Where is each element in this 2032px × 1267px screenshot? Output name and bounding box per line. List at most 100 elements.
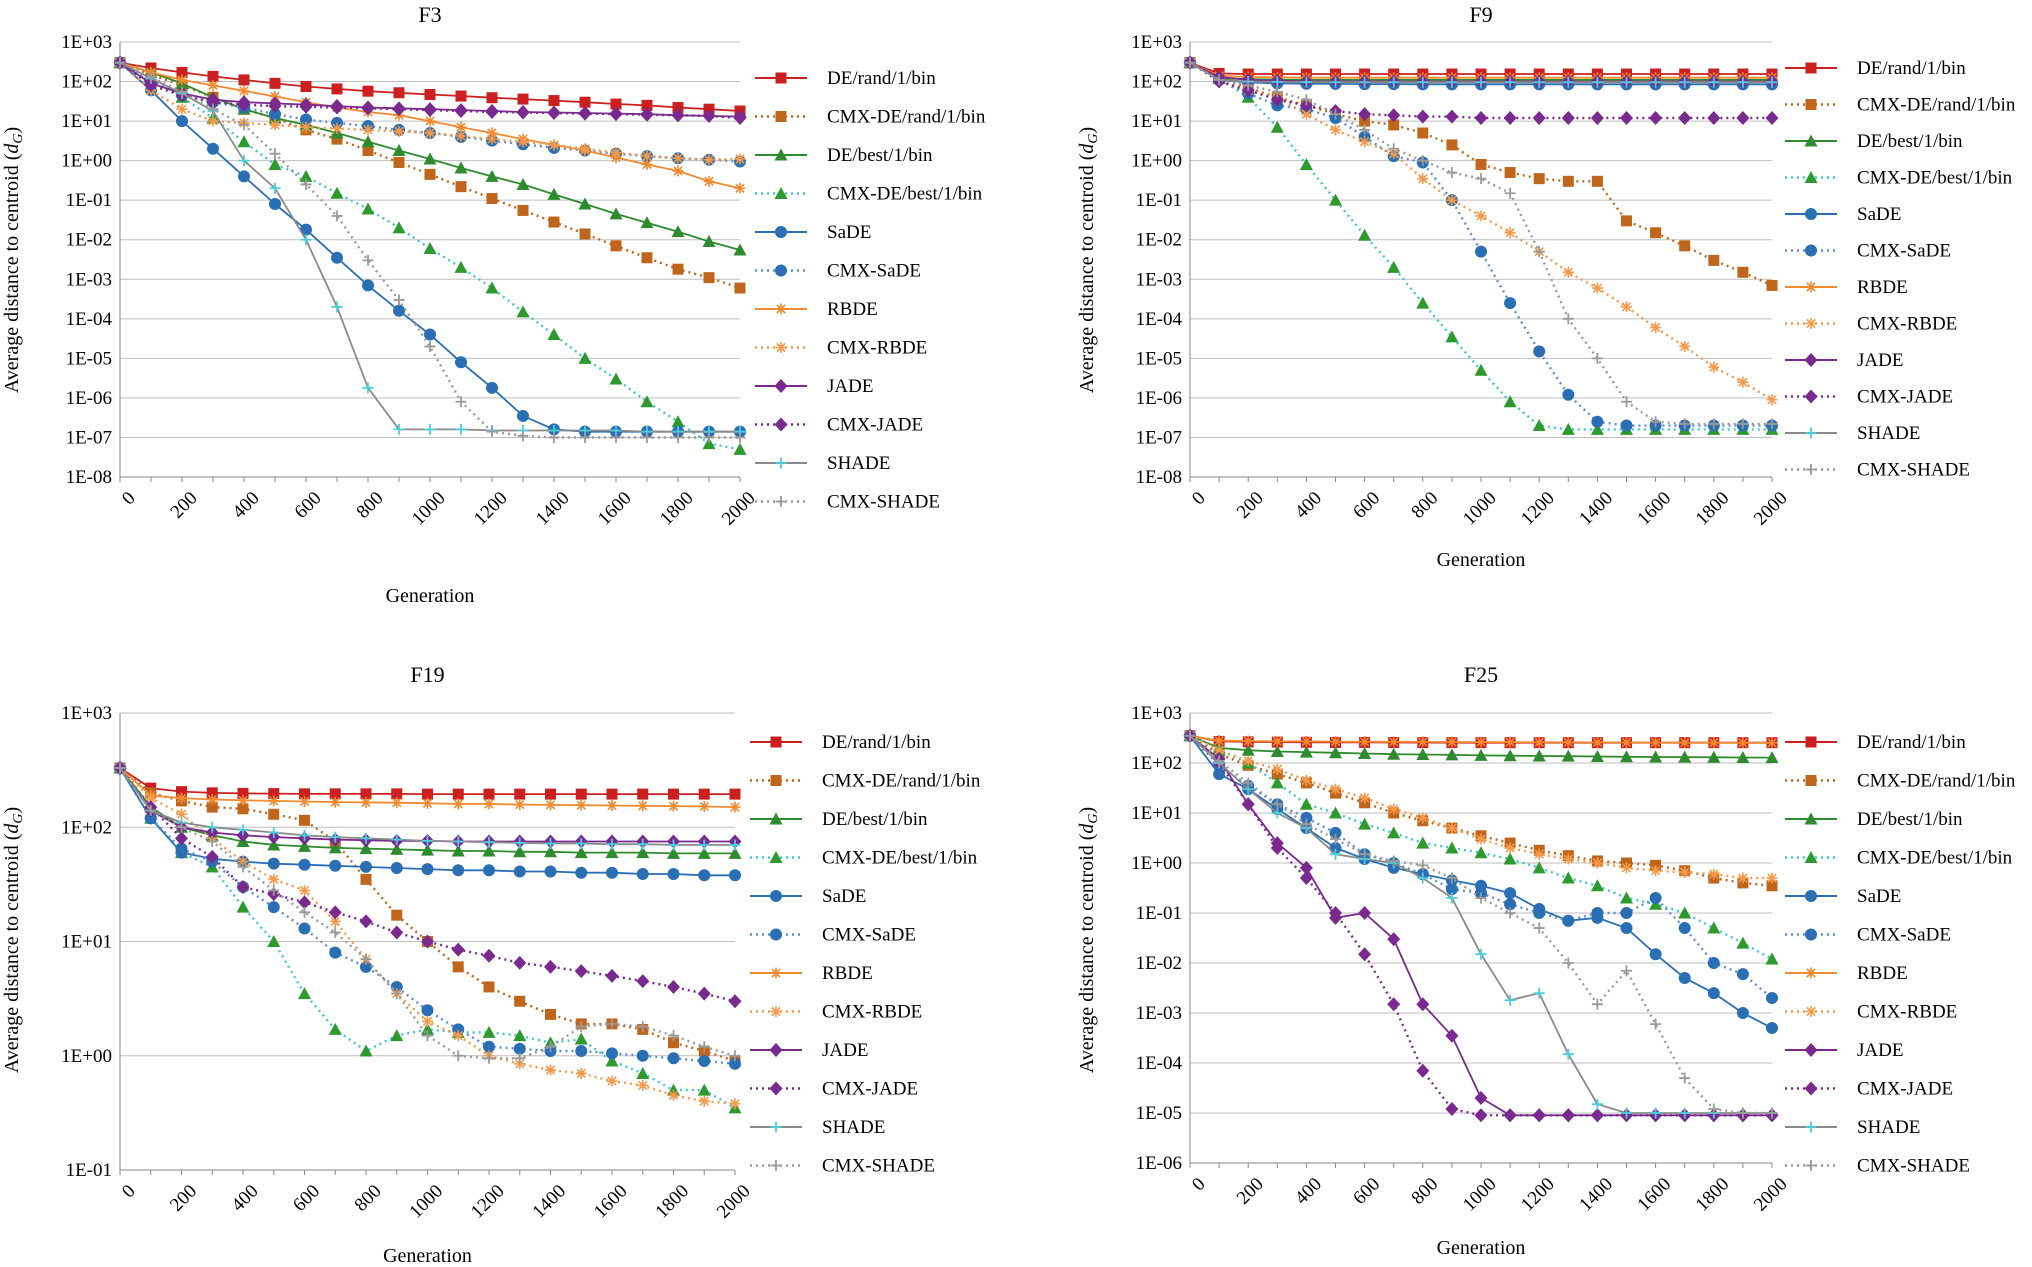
data-point (391, 834, 403, 846)
y-axis-label-text: Average distance to centroid ( (1, 153, 23, 393)
legend-marker (1804, 171, 1818, 183)
data-point (361, 101, 375, 116)
legend-marker (775, 264, 787, 277)
legend-marker (1805, 427, 1817, 439)
legend-label: CMX-DE/rand/1/bin (822, 771, 981, 792)
y-axis-label-close: ) (1, 807, 23, 814)
data-point (545, 1008, 556, 1020)
legend-marker (1805, 244, 1817, 257)
legend-marker (775, 457, 787, 469)
chart-f9: F9 1E-08 1E-07 1E-06 1E-05 1E-04 1E-03 1E-02 1E-… (1076, 2, 2016, 571)
y-tick-label: 1E-04 (1136, 1053, 1183, 1074)
data-point (579, 228, 591, 240)
data-point (1532, 110, 1546, 125)
data-point (606, 800, 618, 812)
data-point (1271, 763, 1283, 775)
data-point (268, 873, 280, 885)
data-point (1533, 907, 1546, 919)
data-point (328, 841, 342, 854)
data-point (606, 1075, 618, 1087)
data-point (452, 1030, 464, 1042)
data-point (298, 922, 311, 935)
data-point (575, 788, 587, 800)
series-cmx-rbde (1184, 57, 1778, 406)
data-point (391, 788, 403, 800)
data-point (1766, 880, 1778, 892)
data-point (360, 788, 372, 800)
y-tick-label: 1E-03 (1136, 1003, 1182, 1024)
data-point (1678, 972, 1691, 985)
legend-item: DE/rand/1/bin (750, 732, 931, 753)
series-de-best-1-bin (1183, 729, 1779, 764)
legend-marker (1804, 851, 1818, 863)
data-point (729, 1098, 741, 1110)
data-point (1329, 193, 1342, 206)
data-point (359, 914, 373, 929)
y-tick-label: 1E+00 (1131, 151, 1182, 172)
x-axis-label: Generation (1437, 1237, 1526, 1259)
legend-label: DE/best/1/bin (1857, 131, 1963, 152)
data-point (393, 294, 405, 306)
data-point (238, 119, 250, 131)
data-point (268, 788, 280, 800)
data-point (640, 216, 654, 229)
data-point (421, 863, 434, 876)
legend-item: CMX-SaDE (1785, 925, 1951, 946)
data-point (1503, 395, 1517, 408)
series-cmx-shade (114, 57, 746, 443)
series-rbde (1184, 730, 1778, 749)
y-tick-label: 1E-03 (66, 269, 112, 290)
data-point (1213, 768, 1226, 781)
data-point (698, 1041, 710, 1053)
data-point (697, 1083, 711, 1096)
data-point (390, 1029, 404, 1042)
data-point (393, 125, 405, 137)
data-point (547, 106, 561, 121)
legend-marker (770, 1160, 782, 1171)
data-point (486, 92, 498, 104)
data-point (331, 133, 343, 145)
data-point (1359, 136, 1371, 148)
data-point (1446, 892, 1458, 904)
x-tick-label: 800 (1407, 488, 1442, 523)
legend-item: RBDE (755, 299, 878, 320)
legend-label: SaDE (827, 222, 871, 243)
data-point (452, 798, 464, 810)
legend-label: CMX-DE/best/1/bin (1857, 168, 2013, 189)
data-point (734, 282, 746, 294)
legend-item: DE/rand/1/bin (755, 68, 936, 89)
data-point (1621, 737, 1632, 749)
data-point (454, 260, 468, 273)
data-point (268, 99, 282, 114)
data-point (1271, 735, 1283, 747)
legend-marker (1804, 1081, 1818, 1096)
y-axis-label-var: d (1, 823, 23, 834)
x-tick-label: 2000 (1750, 488, 1792, 530)
x-tick-label: 1600 (1633, 1174, 1675, 1216)
legend-label: CMX-DE/rand/1/bin (827, 107, 986, 128)
data-point (176, 792, 187, 804)
data-point (145, 792, 157, 804)
data-point (331, 301, 343, 313)
data-point (1591, 415, 1604, 428)
data-point (1475, 76, 1487, 88)
data-point (268, 808, 280, 820)
data-point (1766, 418, 1778, 430)
data-point (1184, 730, 1196, 742)
y-tick-label: 1E-02 (1136, 230, 1182, 251)
y-tick-label: 1E-05 (66, 348, 112, 369)
data-point (1591, 282, 1603, 294)
data-point (672, 165, 684, 177)
x-tick-label: 0 (118, 488, 140, 510)
x-tick-label: 600 (291, 488, 326, 523)
data-point (1445, 109, 1459, 124)
y-axis-label-text: Average distance to centroid ( (1076, 153, 1098, 393)
data-point (391, 909, 403, 921)
x-tick-label: 1800 (651, 1181, 693, 1223)
data-point (1359, 848, 1371, 860)
data-point (668, 839, 679, 851)
data-point (1562, 266, 1574, 278)
data-point (1590, 422, 1604, 435)
data-point (1736, 110, 1750, 125)
data-point (703, 154, 715, 166)
